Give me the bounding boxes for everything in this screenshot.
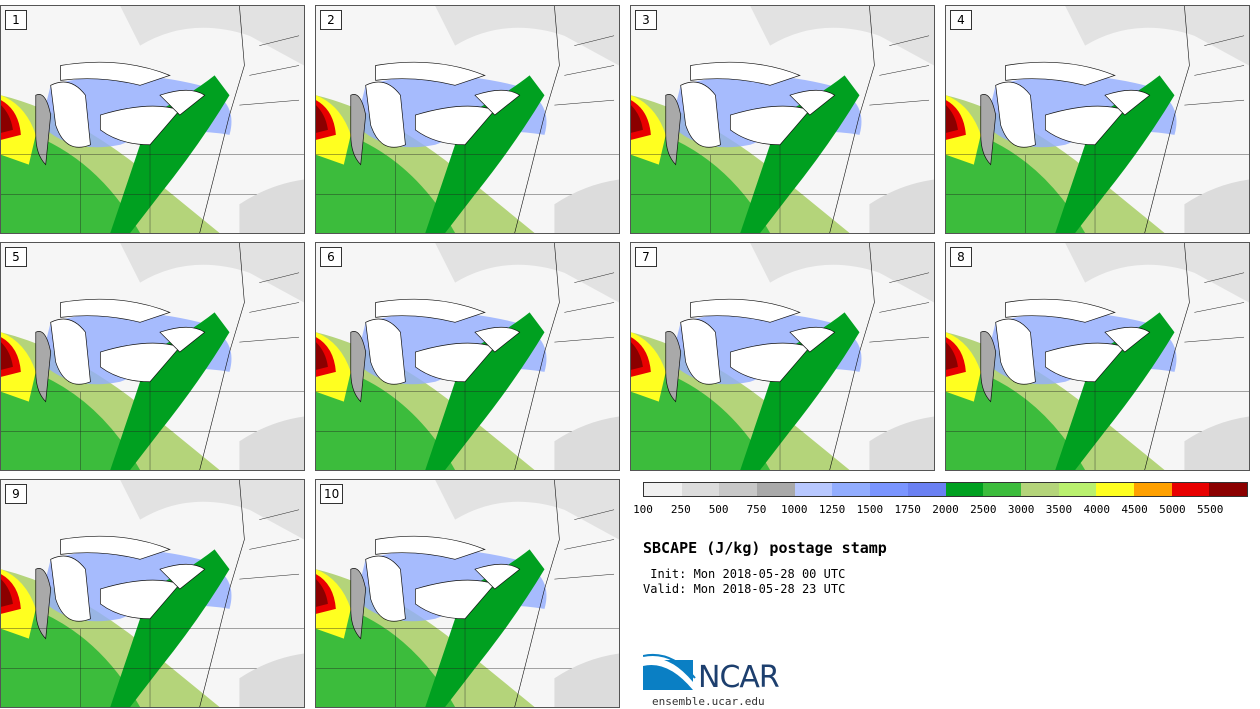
ncar-logo-icon bbox=[643, 654, 696, 690]
sbcape-map bbox=[946, 243, 1249, 470]
colorbar-segment bbox=[644, 483, 682, 496]
panel-number: 7 bbox=[635, 247, 657, 267]
colorbar-ticks: 100 250 500 750 1000 1250 1500 1750 2000 2500 3000… bbox=[633, 503, 1248, 517]
colorbar-tick: 1750 bbox=[894, 503, 921, 516]
colorbar-segment bbox=[907, 483, 946, 496]
colorbar-tick: 100 bbox=[633, 503, 653, 516]
panel-number: 9 bbox=[5, 484, 27, 504]
map-panel: 7 bbox=[630, 242, 935, 471]
map-panel: 6 bbox=[315, 242, 620, 471]
colorbar-segment bbox=[1020, 483, 1059, 496]
map-panel: 4 bbox=[945, 5, 1250, 234]
map-panel: 5 bbox=[0, 242, 305, 471]
panel-number: 10 bbox=[320, 484, 344, 504]
panel-number: 4 bbox=[950, 10, 972, 30]
colorbar-segment bbox=[794, 483, 833, 496]
sbcape-map bbox=[946, 6, 1249, 233]
sbcape-map bbox=[316, 243, 619, 470]
panel-number: 2 bbox=[320, 10, 342, 30]
colorbar bbox=[643, 482, 1248, 497]
colorbar-segment bbox=[983, 483, 1021, 496]
panel-number: 1 bbox=[5, 10, 27, 30]
panel-number: 8 bbox=[950, 247, 972, 267]
colorbar-tick: 250 bbox=[670, 503, 691, 516]
map-panel: 1 bbox=[0, 5, 305, 234]
site-url: ensemble.ucar.edu bbox=[652, 695, 765, 708]
colorbar-tick: 4500 bbox=[1121, 503, 1148, 516]
map-panel: 9 bbox=[0, 479, 305, 708]
colorbar-tick: 500 bbox=[708, 503, 729, 516]
sbcape-map bbox=[1, 6, 304, 233]
colorbar-segment bbox=[1096, 483, 1134, 496]
colorbar-tick: 2000 bbox=[932, 503, 959, 516]
sbcape-map bbox=[316, 480, 619, 707]
map-panel: 8 bbox=[945, 242, 1250, 471]
colorbar-segment bbox=[945, 483, 984, 496]
sbcape-map bbox=[1, 480, 304, 707]
colorbar-tick: 5500 bbox=[1196, 503, 1224, 516]
panel-number: 3 bbox=[635, 10, 657, 30]
colorbar-segment bbox=[870, 483, 908, 496]
colorbar-tick: 5000 bbox=[1159, 503, 1186, 516]
plot-title: SBCAPE (J/kg) postage stamp bbox=[643, 539, 887, 557]
colorbar-segment bbox=[681, 483, 720, 496]
sbcape-map bbox=[1, 243, 304, 470]
colorbar-tick: 2500 bbox=[970, 503, 997, 516]
sbcape-map bbox=[631, 243, 934, 470]
colorbar-segment bbox=[1171, 483, 1210, 496]
colorbar-segment bbox=[719, 483, 758, 496]
colorbar-tick: 1000 bbox=[781, 503, 808, 516]
sbcape-map bbox=[631, 6, 934, 233]
colorbar-tick: 3000 bbox=[1007, 503, 1035, 516]
map-panel: 3 bbox=[630, 5, 935, 234]
colorbar-tick: 1500 bbox=[856, 503, 884, 516]
colorbar-tick: 4000 bbox=[1083, 503, 1111, 516]
panel-number: 6 bbox=[320, 247, 342, 267]
panel-number: 5 bbox=[5, 247, 27, 267]
colorbar-segment bbox=[1209, 483, 1247, 496]
sbcape-map bbox=[316, 6, 619, 233]
colorbar-tick: 3500 bbox=[1045, 503, 1073, 516]
colorbar-segment bbox=[832, 483, 871, 496]
init-time: Init: Mon 2018-05-28 00 UTC bbox=[643, 567, 846, 581]
map-panel: 2 bbox=[315, 5, 620, 234]
colorbar-segment bbox=[1058, 483, 1097, 496]
colorbar-segment bbox=[1133, 483, 1172, 496]
logo-text: NCAR bbox=[698, 660, 780, 695]
valid-time: Valid: Mon 2018-05-28 23 UTC bbox=[643, 582, 846, 596]
map-panel: 10 bbox=[315, 479, 620, 708]
colorbar-segment bbox=[757, 483, 795, 496]
colorbar-tick: 1250 bbox=[818, 503, 846, 516]
colorbar-tick: 750 bbox=[746, 503, 767, 516]
